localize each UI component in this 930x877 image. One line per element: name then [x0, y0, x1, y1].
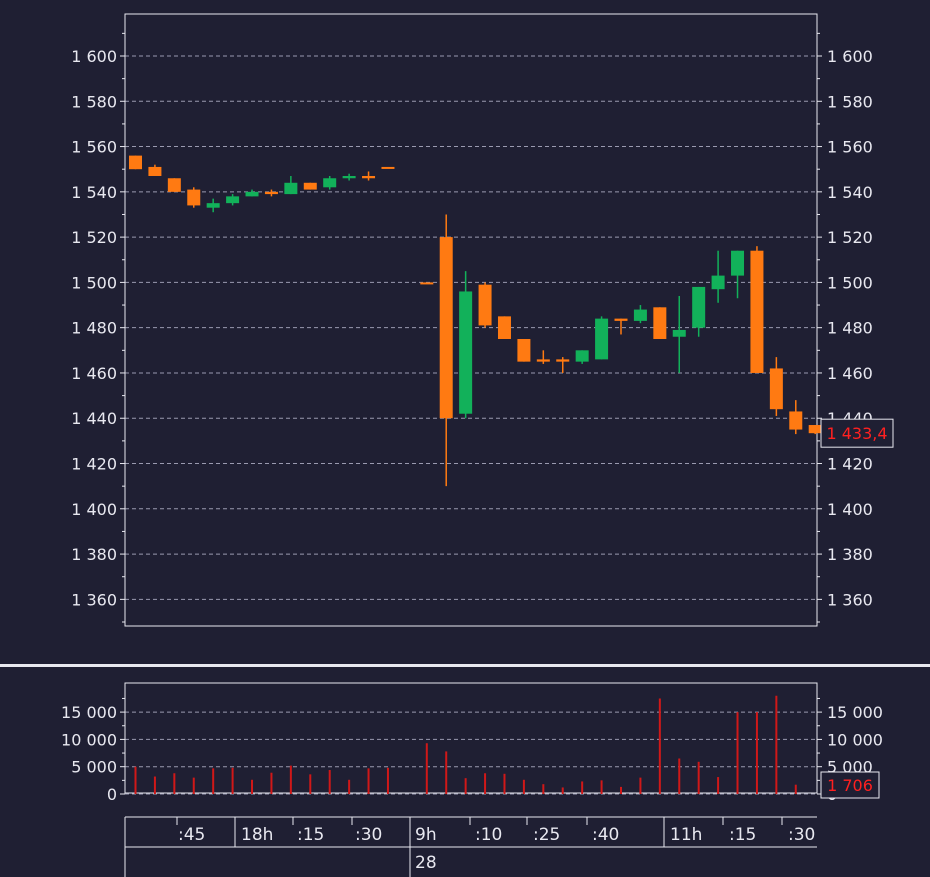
price-tick-label-right: 1 580: [827, 92, 873, 111]
time-label: :25: [533, 825, 560, 845]
volume-tick-label-left: 15 000: [61, 703, 117, 722]
time-label: :15: [729, 825, 756, 845]
price-tick-label-left: 1 360: [71, 590, 117, 609]
date-label: 28: [415, 853, 437, 873]
time-label: :40: [592, 825, 619, 845]
candle-up: [284, 182, 298, 195]
candle-down: [653, 307, 667, 339]
candle-up: [692, 286, 706, 328]
candle-down: [129, 155, 142, 170]
price-tick-label-left: 1 460: [71, 364, 117, 383]
candle-down: [148, 166, 162, 176]
candle-down: [167, 178, 181, 192]
price-tick-label-left: 1 500: [71, 273, 117, 292]
candle-down: [614, 318, 628, 321]
price-tick-label-right: 1 400: [827, 500, 873, 519]
last-price-label: 1 433,4: [826, 424, 887, 443]
last-volume-label: 1 706: [827, 776, 873, 795]
price-tick-label-left: 1 480: [71, 319, 117, 338]
price-plot-frame: [124, 13, 818, 627]
volume-tick-label-left: 0: [107, 785, 117, 804]
price-tick-label-right: 1 600: [827, 47, 873, 66]
candle-up: [672, 329, 686, 337]
candle-down: [517, 339, 531, 362]
candle-up: [245, 191, 259, 197]
candle-up: [342, 175, 356, 179]
candle-down: [420, 282, 434, 285]
price-tick-label-left: 1 560: [71, 138, 117, 157]
time-label: :30: [355, 825, 382, 845]
price-tick-label-left: 1 580: [71, 92, 117, 111]
candle-down: [439, 237, 453, 419]
candle-down: [497, 316, 511, 339]
candle-down: [187, 189, 201, 206]
last-volume-box: [820, 771, 880, 799]
candle-up: [595, 318, 609, 360]
volume-tick-label-left: 5 000: [71, 758, 117, 777]
candle-up: [575, 350, 589, 362]
candle-down: [808, 425, 822, 434]
price-tick-label-left: 1 380: [71, 545, 117, 564]
time-label: :45: [178, 825, 205, 845]
candle-up: [633, 309, 647, 321]
price-tick-label-left: 1 420: [71, 455, 117, 474]
candle-up: [226, 196, 240, 204]
price-tick-label-left: 1 540: [71, 183, 117, 202]
candle-up: [206, 203, 220, 208]
candle-down: [769, 368, 783, 410]
candle-down: [362, 175, 376, 179]
price-tick-label-right: 1 460: [827, 364, 873, 383]
candle-up: [459, 291, 473, 414]
price-tick-label-left: 1 440: [71, 409, 117, 428]
candle-up: [731, 250, 745, 276]
volume-tick-label-right: 10 000: [827, 730, 883, 749]
price-tick-label-left: 1 600: [71, 47, 117, 66]
price-tick-label-right: 1 560: [827, 138, 873, 157]
price-tick-label-right: 1 500: [827, 273, 873, 292]
panel-separator: [0, 664, 930, 667]
candle-up: [711, 275, 725, 290]
price-tick-label-right: 1 540: [827, 183, 873, 202]
candle-down: [381, 166, 395, 169]
price-tick-label-right: 1 420: [827, 455, 873, 474]
time-label: 9h: [415, 825, 437, 845]
candle-down: [556, 359, 570, 362]
price-tick-label-right: 1 380: [827, 545, 873, 564]
candle-down: [264, 191, 278, 195]
price-tick-label-left: 1 400: [71, 500, 117, 519]
candle-down: [789, 411, 803, 430]
candle-down: [303, 182, 317, 190]
candle-up: [323, 178, 337, 188]
last-price-box: [820, 418, 894, 448]
volume-tick-label-right: 15 000: [827, 703, 883, 722]
time-label: 11h: [670, 825, 702, 845]
time-label: :15: [297, 825, 324, 845]
price-tick-label-right: 1 480: [827, 319, 873, 338]
time-label: :10: [475, 825, 502, 845]
price-tick-label-right: 1 360: [827, 590, 873, 609]
candle-down: [750, 250, 764, 373]
volume-tick-label-left: 10 000: [61, 730, 117, 749]
price-tick-label-left: 1 520: [71, 228, 117, 247]
time-label: :30: [788, 825, 815, 845]
price-tick-label-right: 1 520: [827, 228, 873, 247]
candle-down: [478, 284, 492, 326]
volume-plot-frame: [124, 682, 818, 794]
time-label: 18h: [241, 825, 273, 845]
candle-down: [536, 359, 550, 362]
